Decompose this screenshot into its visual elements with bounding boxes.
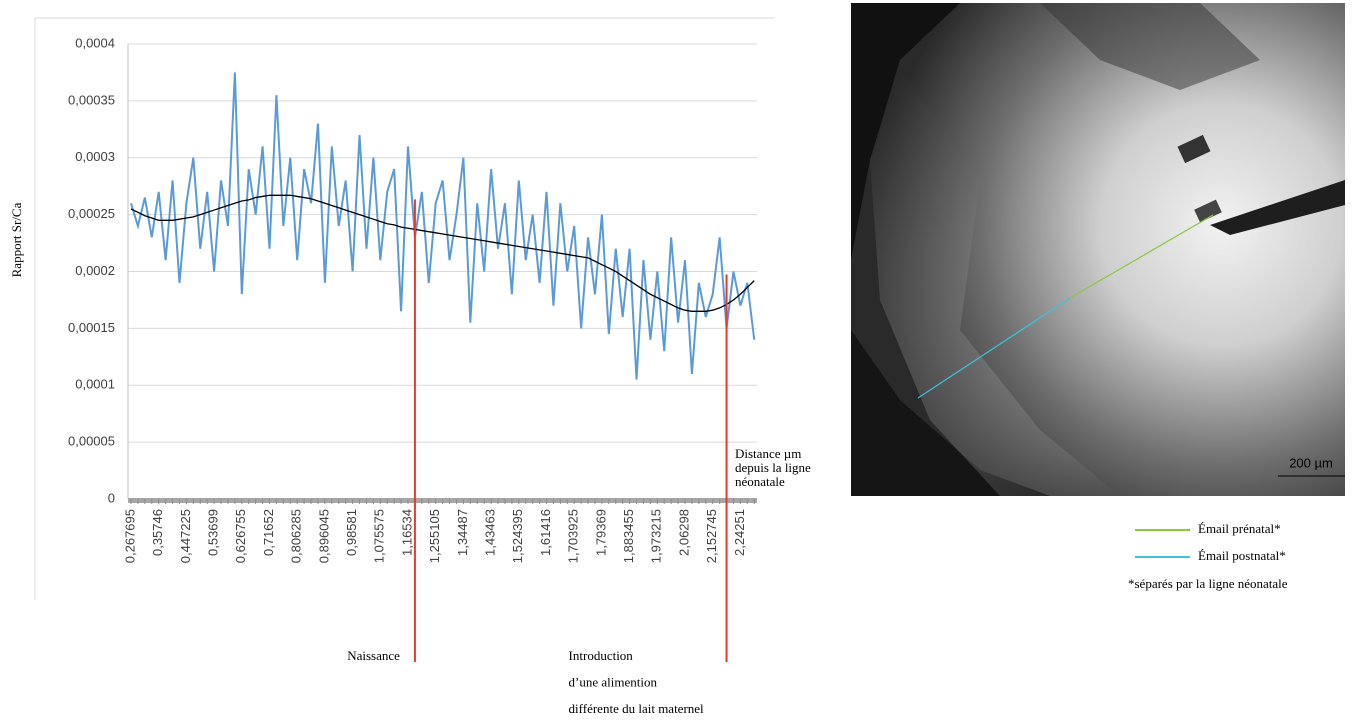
y-tick-label: 0,0004 <box>75 35 115 50</box>
x-tick-label: 1,43463 <box>483 509 498 556</box>
y-axis-label: Rapport Sr/Ca <box>9 202 24 277</box>
dark-region <box>851 3 960 260</box>
y-tick-label: 0 <box>108 490 115 505</box>
data-line <box>130 72 756 380</box>
x-tick-label: 0,447225 <box>178 509 193 563</box>
x-tick-label: 1,34487 <box>455 509 470 556</box>
y-tick-label: 0,00015 <box>68 320 115 335</box>
x-tick-label: 1,61416 <box>538 509 553 556</box>
x-tick-label: 0,53699 <box>206 509 221 556</box>
legend-label: Émail postnatal* <box>1198 548 1286 563</box>
x-tick-label: 1,973215 <box>649 509 664 563</box>
annotation-text: différente du lait maternel <box>569 701 705 716</box>
trend-line <box>130 194 755 312</box>
x-tick-label: 0,896045 <box>316 509 331 563</box>
x-tick-label: 2,24251 <box>732 509 747 556</box>
legend-note: *séparés par la ligne néonatale <box>1128 576 1288 591</box>
x-axis-label-line: néonatale <box>735 474 785 489</box>
x-tick-label: 1,703925 <box>566 509 581 563</box>
x-tick-label: 0,806285 <box>289 509 304 563</box>
y-tick-label: 0,00005 <box>68 434 115 449</box>
dark-region <box>1210 180 1345 235</box>
x-tick-label: 1,075575 <box>372 509 387 563</box>
y-tick-label: 0,00035 <box>68 92 115 107</box>
x-tick-label: 2,152745 <box>704 509 719 563</box>
x-tick-label: 0,267695 <box>122 509 137 563</box>
x-tick-label: 0,71652 <box>261 509 276 556</box>
x-tick-label: 1,255105 <box>427 509 442 563</box>
enamel-band <box>870 70 1120 496</box>
dark-region <box>851 330 1050 496</box>
annotation-text: Introduction <box>569 648 634 663</box>
legend-label: Émail prénatal* <box>1198 521 1281 536</box>
scale-bar-label: 200 µm <box>1289 455 1333 470</box>
particle <box>1194 199 1222 223</box>
x-tick-label: 2,06298 <box>676 509 691 556</box>
x-tick-label: 1,524395 <box>510 509 525 563</box>
y-tick-label: 0,00025 <box>68 206 115 221</box>
prenatal-line <box>1069 214 1214 299</box>
annotation-text: Naissance <box>347 648 400 663</box>
particle <box>1177 134 1211 164</box>
x-tick-label: 1,16534 <box>399 509 414 556</box>
x-tick-label: 0,35746 <box>150 509 165 556</box>
y-tick-label: 0,0002 <box>75 263 115 278</box>
micrograph: 200 µm <box>851 3 1345 496</box>
y-tick-label: 0,0003 <box>75 149 115 164</box>
x-tick-label: 0,98581 <box>344 509 359 556</box>
x-tick-label: 1,883455 <box>621 509 636 563</box>
dark-region <box>1040 3 1260 90</box>
x-tick-label: 1,79369 <box>593 509 608 556</box>
x-axis-label-line: Distance µm <box>735 446 801 461</box>
annotation-text: d’une alimention <box>569 674 658 689</box>
x-axis-label-line: depuis la ligne <box>735 460 811 475</box>
y-tick-label: 0,0001 <box>75 377 115 392</box>
postnatal-line <box>917 297 1071 399</box>
legend: Émail prénatal* Émail postnatal* <box>1135 521 1286 563</box>
x-tick-label: 0,626755 <box>233 509 248 563</box>
plot: 0 0,00005 0,0001 0,00015 0,0002 0,00025 0,0003… <box>68 35 757 563</box>
